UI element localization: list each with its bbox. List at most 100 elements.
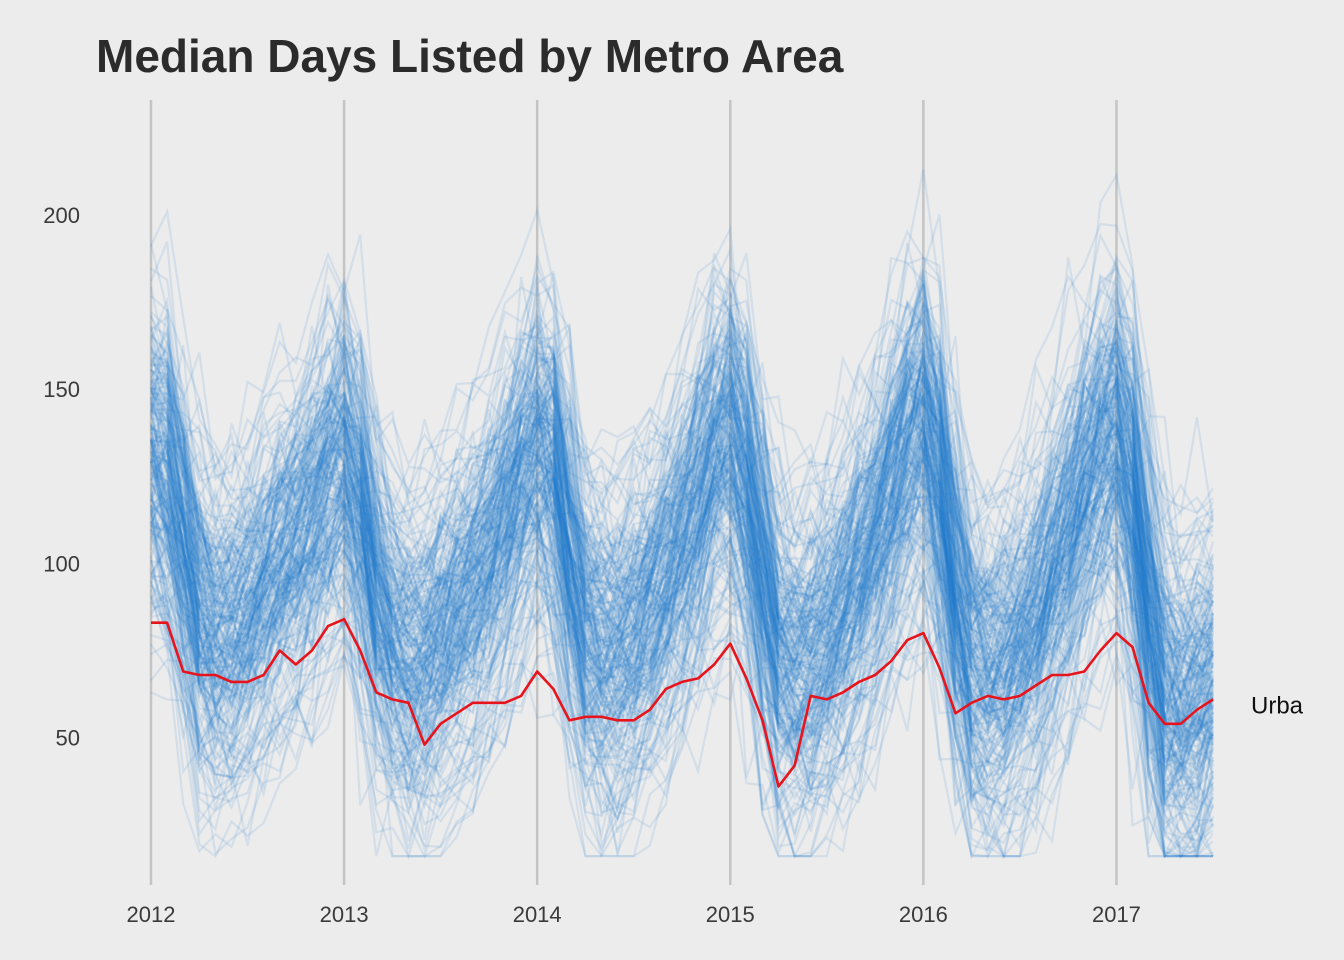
metro-series-line — [150, 473, 1215, 859]
metro-series-line — [149, 449, 1214, 767]
metro-series-line — [149, 559, 1215, 860]
metro-series-line — [150, 432, 1214, 717]
metro-series-line — [150, 398, 1215, 769]
metro-series-line — [150, 548, 1213, 858]
metro-series-line — [150, 447, 1214, 724]
metro-series-line — [150, 390, 1214, 782]
metro-series-line — [150, 450, 1215, 739]
metro-series-line — [150, 355, 1214, 650]
metro-series-line — [149, 372, 1214, 724]
metro-series-line — [150, 420, 1214, 790]
metro-series-line — [150, 358, 1214, 672]
metro-series-line — [150, 369, 1214, 656]
metro-series-line — [149, 442, 1215, 858]
metro-series-line — [149, 362, 1214, 678]
metro-series-line — [149, 420, 1214, 707]
metro-series-line — [150, 395, 1215, 761]
metro-series-line — [150, 294, 1215, 638]
metro-series-line — [150, 436, 1214, 690]
metro-series-line — [150, 375, 1214, 680]
metro-series-line — [150, 518, 1215, 797]
metro-series-line — [150, 433, 1214, 821]
metro-series-line — [150, 364, 1214, 674]
metro-series-line — [149, 326, 1214, 768]
metro-series-line — [149, 433, 1214, 799]
metro-series-line — [150, 386, 1214, 733]
metro-series-line — [149, 283, 1215, 608]
metro-series-line — [150, 483, 1215, 762]
metro-series-line — [149, 325, 1215, 707]
metro-series-line — [150, 421, 1214, 754]
metro-series-line — [150, 492, 1214, 738]
metro-series-line — [150, 398, 1215, 791]
metro-series-line — [150, 381, 1214, 648]
metro-series-line — [150, 400, 1214, 736]
metro-series-line — [150, 368, 1215, 800]
metro-series-line — [150, 388, 1214, 811]
metro-series-line — [149, 416, 1214, 731]
metro-series-line — [149, 470, 1214, 741]
metro-series-line — [150, 319, 1215, 710]
metro-series-line — [149, 443, 1215, 833]
metro-series-line — [150, 545, 1214, 816]
metro-series-line — [149, 370, 1215, 749]
y-tick-label: 50 — [56, 726, 80, 751]
metro-series-line — [149, 538, 1215, 856]
metro-series-line — [149, 358, 1215, 772]
metro-series-line — [149, 358, 1215, 703]
metro-series-line — [149, 339, 1215, 812]
metro-series-line — [150, 171, 1214, 535]
metro-series-line — [149, 261, 1215, 695]
metro-series-line — [149, 343, 1214, 776]
metro-series-line — [150, 392, 1215, 685]
metro-series-line — [149, 400, 1214, 802]
metro-series-line — [149, 276, 1214, 688]
metro-series-line — [149, 410, 1214, 668]
metro-series-line — [150, 480, 1214, 761]
metro-series-line — [150, 336, 1215, 637]
metro-series-line — [149, 279, 1214, 672]
metro-series-line — [150, 357, 1214, 760]
metro-series-line — [150, 277, 1214, 538]
metro-series-line — [149, 436, 1214, 736]
metro-series-line — [150, 465, 1213, 858]
metro-series-line — [150, 436, 1215, 706]
gridlines — [149, 100, 1118, 885]
metro-series-line — [149, 342, 1214, 668]
metro-series-line — [150, 299, 1214, 671]
metro-series-line — [149, 419, 1215, 845]
metro-series-line — [150, 453, 1214, 782]
metro-series-line — [150, 426, 1214, 761]
metro-series-line — [149, 433, 1215, 735]
metro-series-line — [149, 349, 1214, 681]
metro-series-line — [149, 273, 1214, 528]
metro-series-line — [149, 395, 1214, 856]
metro-series-line — [150, 270, 1215, 724]
metro-series-line — [150, 453, 1215, 683]
metro-series-line — [150, 453, 1215, 698]
metro-series-line — [149, 527, 1214, 770]
metro-series-line — [149, 368, 1215, 700]
metro-series-line — [149, 370, 1215, 723]
metro-series-line — [149, 390, 1215, 664]
metro-series-line — [150, 543, 1214, 826]
metro-series-line — [150, 336, 1215, 638]
metro-series-line — [150, 320, 1214, 735]
metro-series-line — [149, 444, 1215, 700]
metro-series-line — [150, 382, 1214, 785]
metro-series-line — [150, 369, 1214, 775]
metro-series-line — [149, 169, 1214, 604]
metro-series-line — [149, 376, 1214, 682]
metro-series-line — [150, 379, 1213, 781]
x-tick-label: 2016 — [899, 902, 948, 927]
metro-series-line — [149, 525, 1214, 802]
metro-series-line — [150, 341, 1214, 639]
metro-series-line — [150, 555, 1215, 832]
metro-series-line — [150, 252, 1215, 522]
metro-series-line — [149, 435, 1215, 683]
metro-series-line — [150, 479, 1214, 729]
urban-series-line — [151, 617, 1214, 788]
metro-series-line — [149, 272, 1214, 678]
metro-series-line — [150, 357, 1214, 622]
